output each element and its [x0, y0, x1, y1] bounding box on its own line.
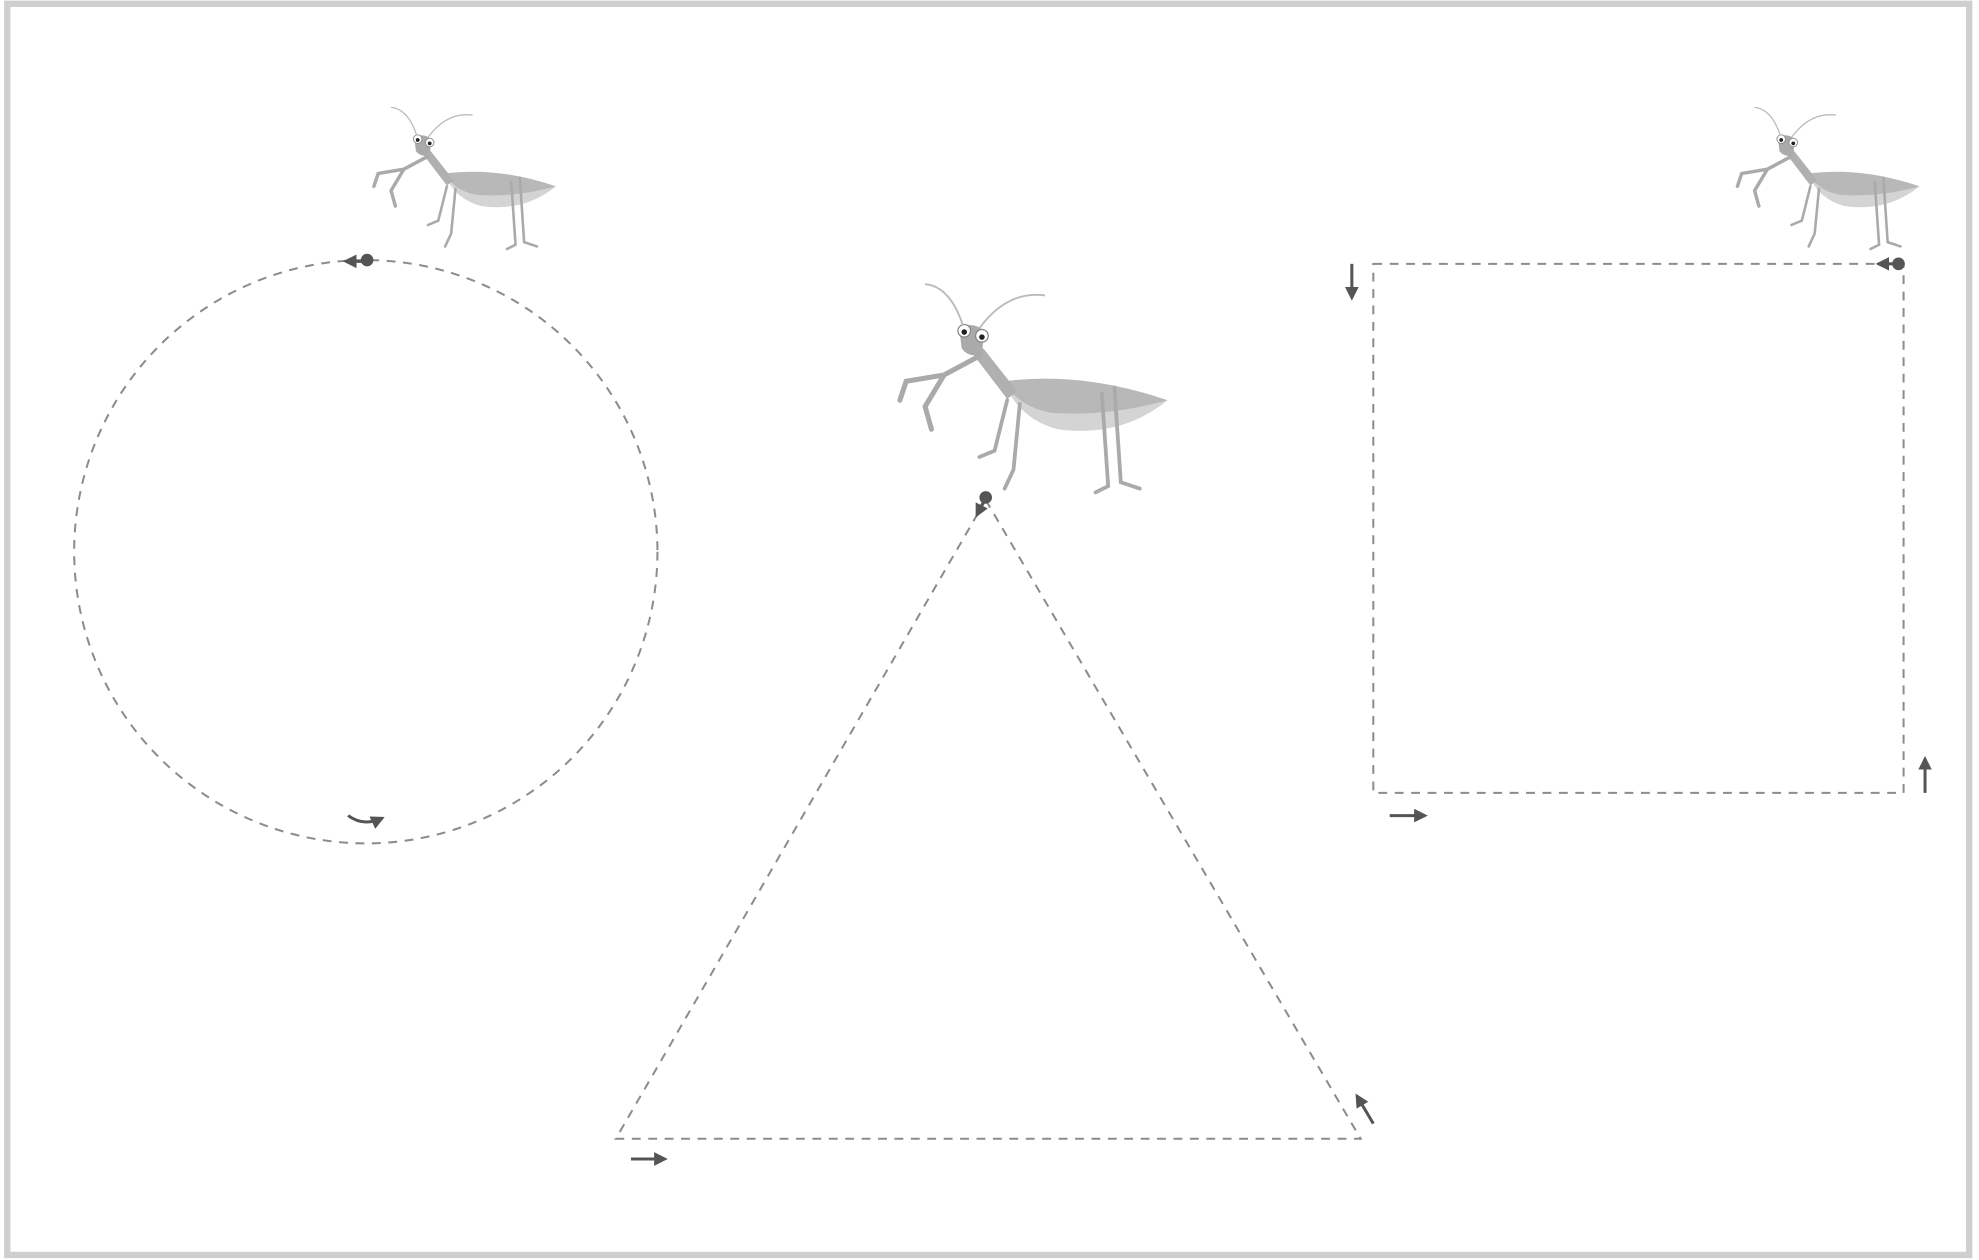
frame	[7, 4, 1969, 1255]
worksheet	[0, 0, 1979, 1260]
page	[0, 0, 1979, 1260]
